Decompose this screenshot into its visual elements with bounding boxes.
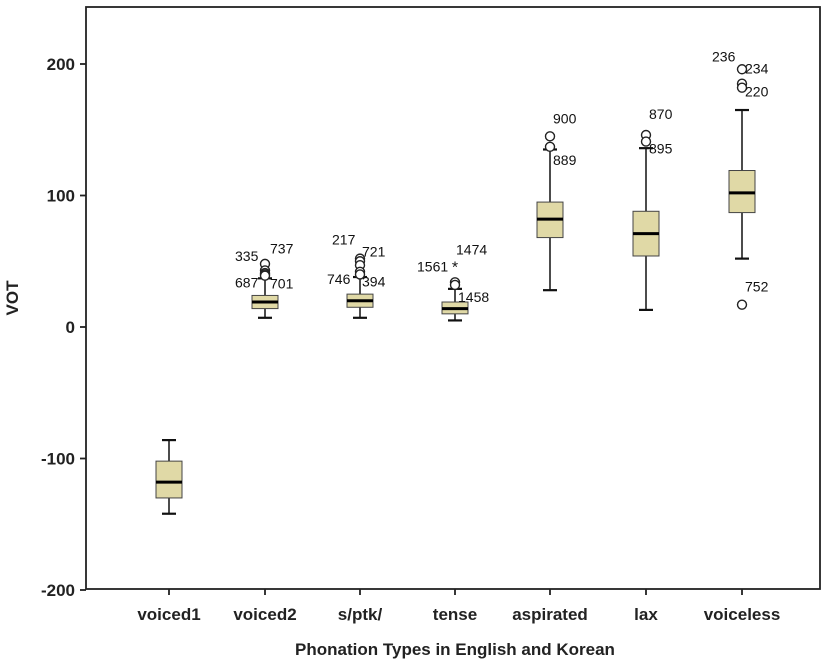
- outlier-marker: [736, 64, 748, 75]
- outlier-marker: [259, 270, 271, 281]
- outliers-layer: 335 737 687 701 217 721 746 394 *1561 1474 1458 900…: [235, 48, 769, 310]
- boxes-layer: [155, 108, 756, 515]
- outlier-label: 895: [649, 141, 673, 157]
- x-tick-label: tense: [433, 605, 477, 624]
- box-lax: [632, 147, 660, 312]
- x-tick-label: aspirated: [512, 605, 588, 624]
- outlier-label: 900: [553, 110, 577, 126]
- x-tick-label: s/ptk/: [338, 605, 383, 624]
- box-voiced1: [155, 438, 183, 515]
- box-aspirated: [536, 148, 564, 292]
- outlier-marker: [354, 269, 366, 280]
- x-tick-label: voiced2: [233, 605, 296, 624]
- y-tick-label: 0: [66, 318, 75, 337]
- outlier-marker: [449, 279, 461, 291]
- y-tick-label: -200: [41, 581, 75, 600]
- iqr-box: [155, 460, 183, 499]
- x-tick-label: lax: [634, 605, 658, 624]
- box-sptk: [346, 275, 374, 319]
- outlier-label: 687: [235, 274, 259, 290]
- outlier-label: 335: [235, 248, 259, 264]
- x-axis: voiced1 voiced2 s/ptk/tense aspirated lax voi…: [137, 589, 780, 624]
- outlier-label: 752: [745, 279, 769, 295]
- extreme-outlier-marker: *: [452, 260, 458, 277]
- outlier-label: 746: [327, 271, 351, 287]
- x-axis-label: Phonation Types in English and Korean: [295, 640, 615, 659]
- outlier-marker: [544, 141, 556, 153]
- y-tick-label: 100: [47, 187, 75, 206]
- box-tense: [441, 287, 469, 322]
- outlier-label: 217: [332, 232, 356, 248]
- x-tick-label: voiceless: [704, 605, 781, 624]
- outlier-marker: [736, 82, 748, 93]
- box-voiced2: [251, 277, 279, 319]
- outlier-label: 1458: [458, 289, 489, 305]
- outlier-label: 870: [649, 106, 673, 122]
- y-tick-label: 200: [47, 55, 75, 74]
- outlier-label: 220: [745, 84, 769, 100]
- outlier-label: 721: [362, 243, 386, 259]
- outlier-label: 1561: [417, 259, 448, 275]
- outlier-label: 234: [745, 61, 769, 77]
- y-axis-label: VOT: [3, 280, 22, 316]
- outlier-marker: [736, 299, 748, 310]
- outlier-label: 1474: [456, 241, 487, 257]
- y-axis: -200 -100 0 100 200: [41, 55, 86, 600]
- y-tick-label: -100: [41, 450, 75, 469]
- outlier-label: 701: [270, 276, 294, 292]
- outlier-label: 236: [712, 48, 736, 64]
- box-voiceless: [728, 108, 756, 260]
- outlier-label: 889: [553, 152, 577, 168]
- outlier-marker: [640, 136, 652, 147]
- outlier-label: 394: [362, 273, 386, 289]
- x-tick-label: voiced1: [137, 605, 200, 624]
- outlier-marker: [544, 131, 556, 142]
- plot-frame: [85, 6, 821, 590]
- outlier-label: 737: [270, 240, 294, 256]
